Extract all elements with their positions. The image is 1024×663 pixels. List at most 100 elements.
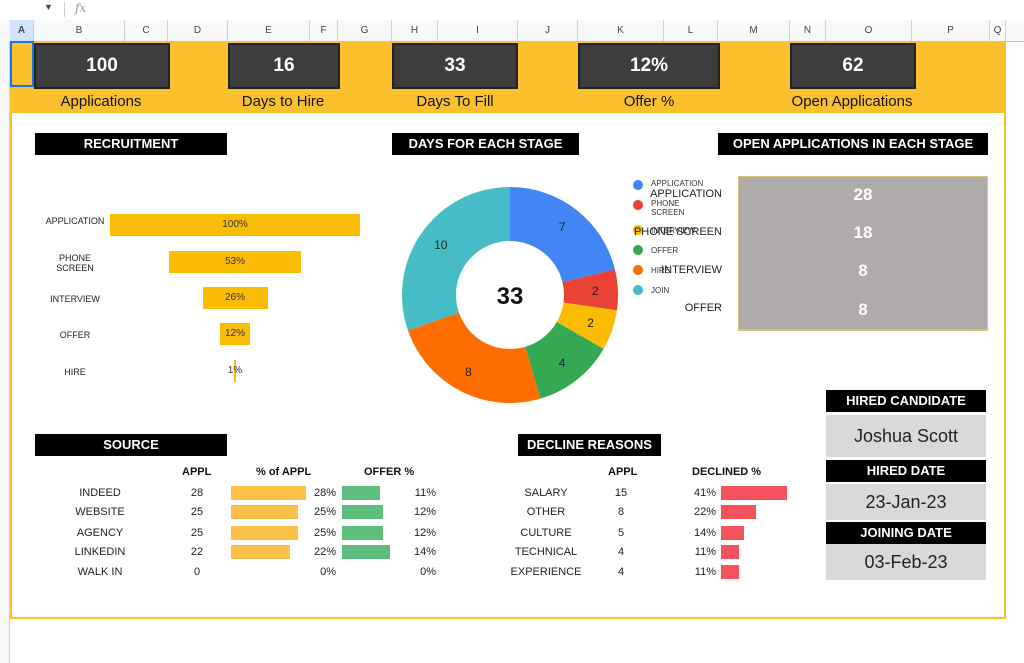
source-offer-bar — [342, 545, 390, 559]
formula-input[interactable] — [95, 2, 1020, 18]
column-header-k[interactable]: K — [578, 20, 664, 41]
decline-title: DECLINE REASONS — [518, 434, 661, 456]
kpi-value-3: 12% — [578, 43, 720, 89]
legend-dot-0 — [633, 180, 643, 190]
legend-dot-1 — [633, 200, 643, 210]
source-pct: 22% — [313, 546, 336, 558]
decline-pct: 11% — [694, 546, 716, 558]
source-offer-bar — [342, 505, 384, 519]
hired-date-title: HIRED DATE — [826, 460, 986, 482]
column-header-i[interactable]: I — [438, 20, 518, 41]
donut-slice-offer[interactable] — [525, 322, 604, 399]
hired-date-value: 23-Jan-23 — [826, 484, 986, 520]
column-header-b[interactable]: B — [34, 20, 125, 41]
funnel-stage-label: OFFER — [59, 330, 91, 340]
column-header-m[interactable]: M — [718, 20, 790, 41]
decline-pct: 11% — [694, 566, 716, 578]
column-header-q[interactable]: Q — [990, 20, 1006, 41]
kpi-value-4: 62 — [790, 43, 916, 89]
funnel-bar: 1% — [228, 360, 242, 382]
legend-label: OFFER — [651, 246, 679, 255]
source-name: LINKEDIN — [74, 546, 126, 558]
kpi-label-2: Days To Fill — [416, 93, 494, 110]
source-offer: 0% — [420, 566, 436, 578]
column-header-l[interactable]: L — [664, 20, 718, 41]
column-header-e[interactable]: E — [228, 20, 310, 41]
source-pct-bar — [231, 505, 298, 519]
decline-bar — [721, 505, 757, 519]
source-pct-bar — [231, 526, 298, 540]
funnel-bar: 100% — [110, 214, 360, 236]
column-header-f[interactable]: F — [310, 20, 338, 41]
source-pct: 28% — [313, 487, 336, 499]
open-apps-label: PHONE SCREEN — [633, 226, 722, 238]
column-header-a[interactable]: A — [10, 20, 34, 41]
column-header-d[interactable]: D — [168, 20, 228, 41]
decline-pct: 22% — [693, 506, 716, 518]
donut-value-label: 4 — [558, 356, 566, 371]
source-appl: 28 — [190, 487, 204, 499]
funnel-bar: 26% — [202, 287, 268, 309]
open-apps-label: OFFER — [684, 302, 722, 314]
decline-appl-header: APPL — [608, 466, 638, 478]
legend-dot-2 — [633, 225, 643, 235]
donut-center-total: 33 — [497, 283, 524, 310]
column-header-c[interactable]: C — [125, 20, 168, 41]
open-apps-label: INTERVIEW — [661, 264, 722, 276]
kpi-value-0: 100 — [34, 43, 170, 89]
column-header-j[interactable]: J — [518, 20, 578, 41]
donut-value-label: 2 — [591, 283, 599, 298]
open-apps-value: 18 — [738, 214, 988, 253]
source-name: WEBSITE — [75, 506, 125, 518]
source-title: SOURCE — [35, 434, 227, 456]
legend-label: APPLICATION — [651, 179, 704, 188]
source-offer: 12% — [413, 506, 436, 518]
source-pct-bar — [231, 545, 290, 559]
column-header-o[interactable]: O — [826, 20, 912, 41]
joining-date-value: 03-Feb-23 — [826, 544, 986, 580]
column-header-h[interactable]: H — [392, 20, 438, 41]
selected-cell-a1[interactable] — [10, 41, 34, 87]
donut-value-label: 8 — [465, 365, 472, 380]
legend-label: JOIN — [651, 286, 670, 295]
fx-icon: fx — [75, 1, 87, 15]
decline-bar — [721, 565, 739, 579]
days-donut-chart: 33 — [402, 187, 618, 403]
funnel-stage-label: APPLICATION — [45, 216, 105, 226]
legend-dot-3 — [633, 245, 643, 255]
donut-slice-hire[interactable] — [407, 312, 541, 403]
legend-dot-5 — [633, 285, 643, 295]
legend-label: HIRE — [651, 266, 671, 275]
column-header-p[interactable]: P — [912, 20, 990, 41]
source-offer: 12% — [413, 527, 436, 539]
source-appl: 25 — [190, 506, 204, 518]
source-name: AGENCY — [76, 527, 124, 539]
source-pct-header: % of APPL — [256, 466, 312, 478]
funnel-stage-label: PHONE SCREEN — [56, 253, 94, 273]
open-apps-label: APPLICATION — [650, 188, 722, 200]
decline-appl: 8 — [617, 506, 625, 518]
decline-name: SALARY — [524, 487, 568, 499]
legend-label: PHONE SCREEN — [651, 199, 685, 217]
donut-slice-application[interactable] — [510, 187, 615, 283]
kpi-label-1: Days to Hire — [241, 93, 325, 110]
legend-label: INTERVIEW — [651, 226, 696, 235]
source-name: INDEED — [79, 487, 121, 499]
open-apps-value: 28 — [738, 176, 988, 215]
source-appl: 25 — [190, 527, 204, 539]
donut-slice-interview[interactable] — [556, 302, 617, 349]
column-header-n[interactable]: N — [790, 20, 826, 41]
decline-name: TECHNICAL — [514, 546, 578, 558]
column-header-g[interactable]: G — [338, 20, 392, 41]
kpi-value-2: 33 — [392, 43, 518, 89]
row-header-gutter[interactable] — [0, 41, 10, 663]
decline-bar — [721, 486, 787, 500]
donut-slice-join[interactable] — [402, 187, 510, 331]
donut-slice-phone-screen[interactable] — [562, 269, 618, 311]
source-offer: 11% — [414, 487, 436, 499]
decline-appl: 4 — [617, 546, 625, 558]
decline-name: EXPERIENCE — [510, 566, 582, 578]
name-box-dropdown-icon[interactable]: ▼ — [44, 2, 53, 12]
formula-separator — [64, 2, 65, 17]
